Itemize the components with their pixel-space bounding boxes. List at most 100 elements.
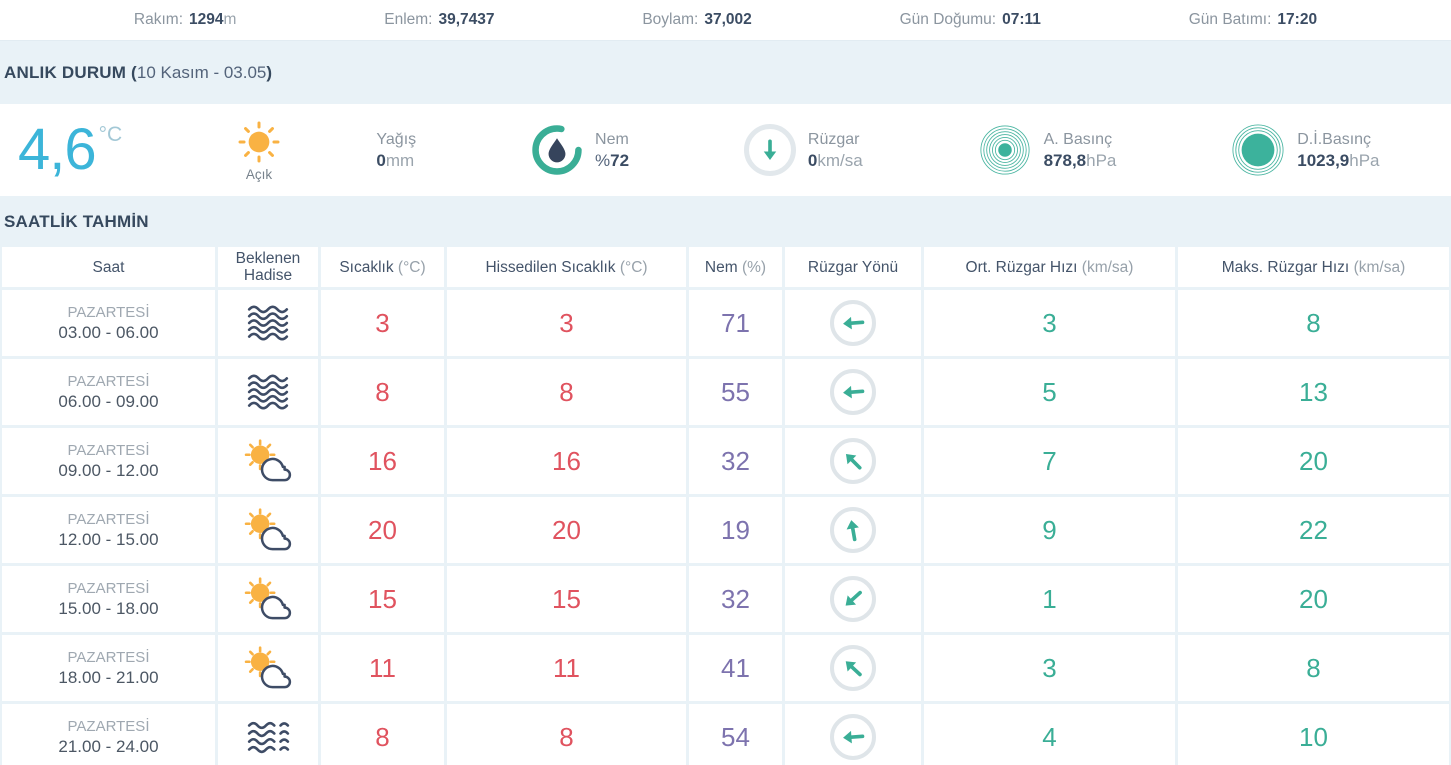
col-header-temperature: Sıcaklık (°C) <box>321 247 444 287</box>
humidity-cell: 32 <box>689 428 782 494</box>
actual-pressure-stat: A. Basınç 878,8hPa <box>978 123 1116 177</box>
time-range-label: 03.00 - 06.00 <box>58 323 159 342</box>
sunset-value: 17:20 <box>1277 11 1318 28</box>
fog-icon <box>247 305 289 341</box>
altitude-unit: m <box>223 11 237 28</box>
wind-unit: km/sa <box>817 150 863 170</box>
wind-direction-icon <box>830 645 876 691</box>
partly-cloudy-icon <box>244 438 292 481</box>
humidity-cell: 71 <box>689 290 782 356</box>
current-section-title: ANLIK DURUM ( <box>4 62 137 82</box>
humidity-label: Nem <box>595 130 629 148</box>
altitude-label: Rakım: <box>133 11 183 28</box>
sea-level-pressure-stat: D.İ.Basınç 1023,9hPa <box>1231 123 1380 177</box>
humidity-cell: 32 <box>689 566 782 632</box>
max-wind-speed-cell: 20 <box>1178 428 1449 494</box>
current-conditions-card: 4,6 °C Açık Yağış 0mm <box>0 104 1451 196</box>
time-range-label: 09.00 - 12.00 <box>58 461 159 480</box>
hourly-section-title: SAATLİK TAHMİN <box>4 211 149 231</box>
time-range-label: 21.00 - 24.00 <box>58 737 159 756</box>
day-label: PAZARTESİ <box>67 718 150 735</box>
wind-direction-icon <box>830 438 876 484</box>
expected-event-cell <box>218 359 318 425</box>
wind-stat: Rüzgar 0km/sa <box>743 124 863 176</box>
humidity-cell: 55 <box>689 359 782 425</box>
expected-event-cell <box>218 566 318 632</box>
wind-direction-icon <box>830 300 876 346</box>
partly-cloudy-icon <box>244 645 292 688</box>
max-wind-speed-cell: 8 <box>1178 635 1449 701</box>
humidity-stat: Nem %72 <box>531 124 629 176</box>
current-stats: Yağış 0mm Nem %72 Rüzgar <box>319 123 1437 177</box>
current-section-date: 10 Kasım - 03.05 <box>136 62 267 82</box>
partly-cloudy-icon <box>244 507 292 550</box>
avg-wind-speed-cell: 1 <box>924 566 1175 632</box>
feels-like-cell: 20 <box>447 497 686 563</box>
mist-icon <box>247 721 290 754</box>
sunrise-info: Gün Doğumu: 07:11 <box>900 11 1041 29</box>
col-header-feels-like: Hissedilen Sıcaklık (°C) <box>447 247 686 287</box>
wind-direction-icon <box>830 507 876 553</box>
humidity-cell: 54 <box>689 704 782 765</box>
latitude-info: Enlem: 39,7437 <box>384 11 494 29</box>
actual-pressure-rings-icon <box>980 125 1030 175</box>
time-cell: PAZARTESİ 09.00 - 12.00 <box>2 428 215 494</box>
wind-direction-cell <box>785 566 921 632</box>
day-label: PAZARTESİ <box>67 442 150 459</box>
max-wind-speed-cell: 8 <box>1178 290 1449 356</box>
avg-wind-speed-cell: 3 <box>924 290 1175 356</box>
precipitation-label: Yağış <box>376 130 417 148</box>
wind-direction-cell <box>785 497 921 563</box>
current-section-header: ANLIK DURUM (10 Kasım - 03.05) <box>4 62 273 82</box>
feels-like-cell: 16 <box>447 428 686 494</box>
temperature-cell: 15 <box>321 566 444 632</box>
expected-event-cell <box>218 428 318 494</box>
wind-label: Rüzgar <box>807 130 860 148</box>
sunset-label: Gün Batımı: <box>1188 11 1272 28</box>
day-label: PAZARTESİ <box>67 649 150 666</box>
col-header-wind-direction: Rüzgar Yönü <box>785 247 921 287</box>
latitude-label: Enlem: <box>384 11 433 28</box>
precipitation-value: 0 <box>376 150 386 170</box>
avg-wind-speed-cell: 7 <box>924 428 1175 494</box>
time-cell: PAZARTESİ 03.00 - 06.00 <box>2 290 215 356</box>
avg-wind-speed-cell: 5 <box>924 359 1175 425</box>
partly-cloudy-icon <box>244 576 292 619</box>
wind-direction-cell <box>785 428 921 494</box>
feels-like-cell: 8 <box>447 359 686 425</box>
current-temperature-value: 4,6 <box>18 117 97 182</box>
expected-event-cell <box>218 290 318 356</box>
latitude-value: 39,7437 <box>438 11 495 28</box>
hourly-table: Saat Beklenen Hadise Sıcaklık (°C) Hisse… <box>0 247 1451 765</box>
time-range-label: 18.00 - 21.00 <box>58 668 159 687</box>
current-condition-label: Açık <box>245 166 273 182</box>
longitude-label: Boylam: <box>642 11 699 28</box>
sunrise-value: 07:11 <box>1002 11 1041 28</box>
sea-level-pressure-unit: hPa <box>1349 150 1380 170</box>
sunrise-label: Gün Doğumu: <box>899 11 997 28</box>
time-cell: PAZARTESİ 06.00 - 09.00 <box>2 359 215 425</box>
wind-direction-icon <box>830 576 876 622</box>
longitude-info: Boylam: 37,002 <box>642 11 751 29</box>
col-header-avg-wind-speed: Ort. Rüzgar Hızı (km/sa) <box>924 247 1175 287</box>
max-wind-speed-cell: 10 <box>1178 704 1449 765</box>
info-bar: Rakım: 1294m Enlem: 39,7437 Boylam: 37,002 … <box>0 0 1451 41</box>
col-header-expected-event: Beklenen Hadise <box>218 247 318 287</box>
longitude-value: 37,002 <box>704 11 752 28</box>
time-range-label: 12.00 - 15.00 <box>58 530 159 549</box>
expected-event-cell <box>218 497 318 563</box>
feels-like-cell: 3 <box>447 290 686 356</box>
expected-event-cell <box>218 704 318 765</box>
feels-like-cell: 11 <box>447 635 686 701</box>
hourly-section-header: SAATLİK TAHMİN <box>0 196 1451 247</box>
time-range-label: 15.00 - 18.00 <box>58 599 159 618</box>
col-header-max-wind-speed: Maks. Rüzgar Hızı (km/sa) <box>1178 247 1449 287</box>
humidity-cell: 19 <box>689 497 782 563</box>
humidity-value: 72 <box>610 150 630 170</box>
fog-icon <box>247 374 289 410</box>
time-cell: PAZARTESİ 18.00 - 21.00 <box>2 635 215 701</box>
temperature-cell: 20 <box>321 497 444 563</box>
wind-direction-cell <box>785 359 921 425</box>
actual-pressure-value: 878,8 <box>1043 150 1087 170</box>
time-range-label: 06.00 - 09.00 <box>58 392 159 411</box>
